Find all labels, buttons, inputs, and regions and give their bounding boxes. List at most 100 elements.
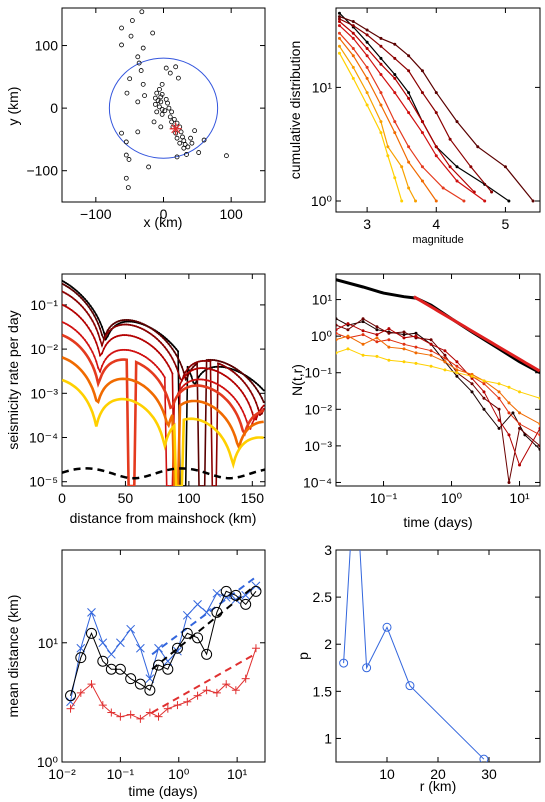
rate-point — [190, 375, 193, 378]
event-point — [188, 135, 193, 141]
mean-distance-panel: 10⁻² 10⁻¹ 10⁰ 10¹ 10⁰ 10¹ time (days) mean di… — [5, 549, 266, 799]
p-marker — [405, 681, 415, 691]
rate-point — [253, 384, 256, 387]
rate-time-point — [518, 426, 522, 430]
rate-time-point — [336, 323, 338, 327]
rate-point — [64, 305, 67, 308]
distribution-point — [379, 62, 383, 66]
rate-point — [95, 313, 98, 316]
rate-time-point — [387, 331, 391, 335]
x-tick-label: 100 — [177, 490, 201, 506]
circle-marker — [97, 655, 109, 667]
rate-point — [171, 343, 174, 346]
rate-point — [116, 320, 119, 323]
rate-point — [243, 414, 246, 417]
rate-point — [211, 380, 214, 383]
rate-point — [255, 387, 258, 390]
x-tick-label: 4 — [432, 216, 440, 232]
rate-point — [199, 360, 202, 363]
distribution-point — [337, 11, 341, 15]
rate-point — [260, 412, 263, 415]
rate-point — [257, 407, 260, 410]
rate-point — [156, 338, 159, 341]
rate-time-point — [443, 368, 447, 372]
rate-point — [97, 347, 100, 350]
distribution-point — [393, 56, 397, 60]
rate-point — [85, 324, 88, 327]
y-axis-label: mean distance (km) — [5, 595, 21, 718]
rate-point — [148, 358, 151, 361]
rate-time-point — [414, 361, 418, 365]
rate-point — [245, 398, 248, 401]
distribution-point — [351, 36, 355, 40]
rate-time-series — [336, 348, 540, 399]
event-point — [159, 111, 165, 117]
rate-point — [81, 306, 84, 309]
rate-point — [230, 365, 233, 368]
rate-point — [237, 403, 240, 406]
rate-point — [173, 350, 176, 353]
distribution-point — [400, 165, 404, 169]
rate-point — [230, 393, 233, 396]
rate-point — [74, 311, 77, 314]
rate-point — [123, 318, 126, 321]
distribution-point — [407, 96, 411, 100]
rate-point — [99, 370, 102, 373]
rate-time-point — [346, 322, 350, 326]
rate-time-point — [361, 317, 365, 321]
event-point — [152, 101, 158, 107]
distribution-point — [379, 91, 383, 95]
rate-point — [104, 344, 107, 347]
rate-point — [100, 352, 103, 355]
rate-point — [203, 485, 206, 486]
rate-point — [80, 293, 83, 296]
event-point — [142, 93, 147, 99]
rate-point — [217, 362, 220, 365]
rate-point — [95, 360, 98, 363]
rate-point — [255, 418, 258, 421]
rate-point — [239, 377, 242, 380]
rate-point — [89, 308, 92, 311]
trend-fit-line — [151, 577, 256, 656]
distribution-point — [365, 65, 369, 69]
rate-point — [118, 334, 121, 337]
rate-point — [74, 299, 77, 302]
distribution-point — [337, 36, 341, 40]
rate-point — [99, 338, 102, 341]
rate-point — [89, 304, 92, 307]
rate-point — [121, 323, 124, 326]
rate-point — [78, 315, 81, 318]
rate-point — [100, 325, 103, 328]
p-marker — [382, 622, 392, 632]
rate-point — [129, 319, 132, 322]
rate-time-point — [538, 444, 540, 448]
rate-point — [99, 321, 102, 324]
rate-point — [243, 374, 246, 377]
distribution-point — [379, 120, 383, 124]
rate-time-point — [482, 382, 486, 386]
epicenter-map-panel: −100 0 100 −100 0 100 x (km) y (km) — [5, 7, 266, 230]
x-marker — [116, 638, 125, 648]
rate-point — [159, 353, 162, 356]
rate-point — [209, 358, 212, 361]
rate-point — [167, 364, 170, 367]
rate-point — [228, 368, 231, 371]
event-point — [174, 154, 180, 160]
rate-point — [112, 322, 115, 325]
rate-point — [140, 327, 143, 330]
rate-point — [154, 336, 157, 339]
rate-curve — [62, 378, 264, 486]
rate-point — [251, 382, 254, 385]
rate-point — [222, 373, 225, 376]
rate-point — [186, 381, 189, 384]
rate-point — [226, 363, 229, 366]
rate-point — [161, 343, 164, 346]
rate-point — [177, 350, 180, 353]
x-tick-label: 3 — [363, 216, 371, 232]
mean-distance-series — [70, 648, 257, 720]
y-axis-label: seismicity rate per day — [5, 310, 21, 449]
event-point — [169, 119, 175, 125]
rate-point — [66, 293, 69, 296]
rate-point — [95, 327, 98, 330]
